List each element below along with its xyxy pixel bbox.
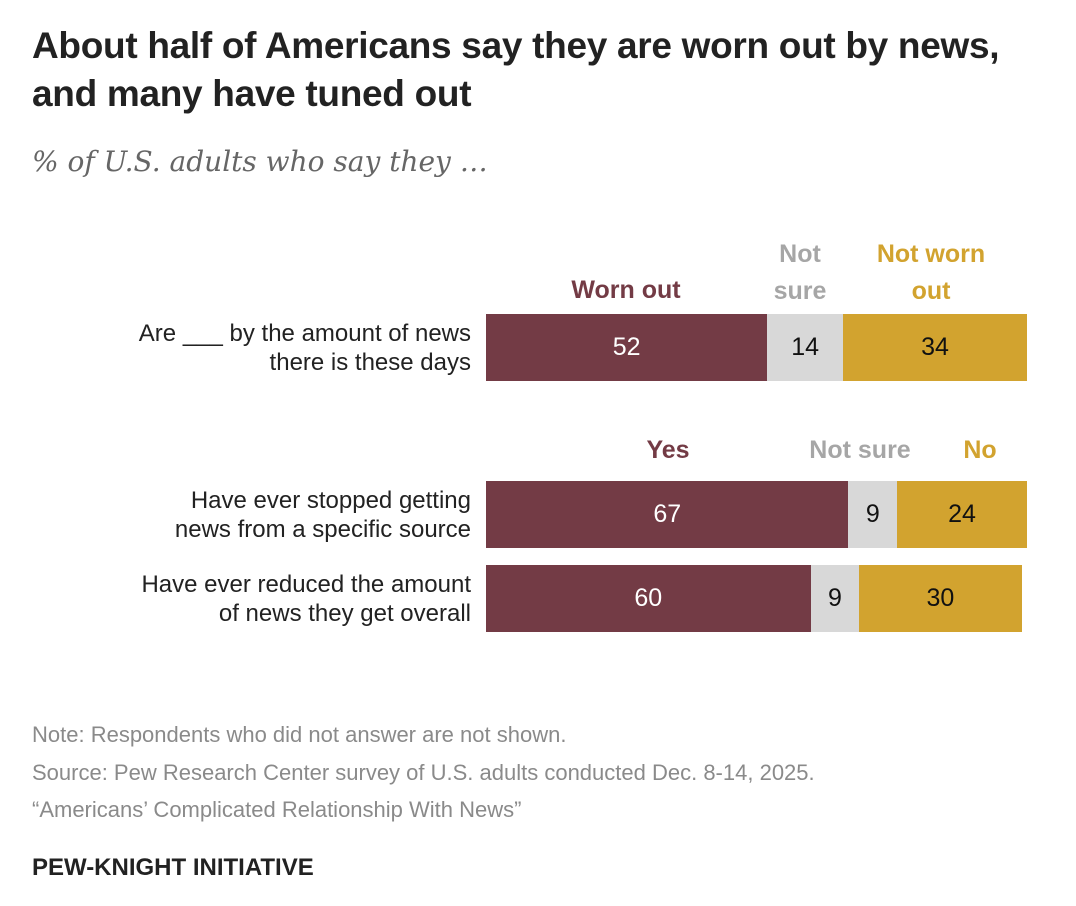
data-label: 34 [921, 333, 949, 361]
bar-segment-not-sure: 9 [848, 481, 898, 548]
legend-worn-out: Worn out [571, 276, 681, 304]
bar-segment-no: 30 [859, 565, 1022, 632]
row-label: Are ___ by the amount of news there is th… [31, 319, 471, 377]
legend-yes: Yes [646, 436, 690, 464]
legend-line: sure [773, 277, 827, 305]
data-label: 67 [653, 500, 682, 528]
legend-not-sure-2: Not sure [809, 436, 911, 464]
row-label-line: of news they get overall [218, 600, 471, 627]
legend-line: out [911, 277, 951, 305]
bar-segment-yes: 67 [486, 481, 849, 548]
row-label: Have ever stopped getting news from a spe… [31, 486, 471, 544]
row-label-line: there is these days [269, 349, 471, 376]
legend-line: Not [779, 240, 821, 268]
bar-segment-yes: 60 [486, 565, 811, 632]
bar-segment-not-worn-out: 34 [843, 314, 1027, 381]
chart-subtitle: % of U.S. adults who say they … [32, 145, 488, 178]
row-label-line: Have ever stopped getting [190, 487, 471, 514]
row-label-line: Are ___ by the amount of news [138, 320, 471, 347]
bar-segment-not-sure: 9 [810, 565, 860, 632]
data-label: 60 [634, 584, 663, 612]
footer-initiative: PEW-KNIGHT INITIATIVE [32, 854, 314, 881]
note: Note: Respondents who did not answer are… [32, 722, 567, 747]
data-label: 14 [791, 333, 820, 361]
chart-title: About half of Americans say they are wor… [32, 25, 1000, 114]
legend-line: Not worn [876, 240, 986, 268]
row-label-line: Have ever reduced the amount [141, 571, 471, 598]
source: Source: Pew Research Center survey of U.… [32, 760, 815, 785]
data-label: 9 [865, 500, 880, 528]
bar-segment-no: 24 [897, 481, 1027, 548]
legend-not-worn-out: Not worn out [831, 236, 1031, 310]
bar-segment-worn-out: 52 [486, 314, 768, 381]
row-label-line: news from a specific source [174, 516, 471, 543]
data-label: 30 [926, 584, 955, 612]
row-label: Have ever reduced the amount of news they… [31, 570, 471, 628]
legend-no: No [963, 436, 997, 464]
data-label: 24 [948, 500, 976, 528]
report-title: “Americans’ Complicated Relationship Wit… [32, 797, 522, 822]
data-label: 9 [827, 584, 842, 612]
bar-segment-not-sure: 14 [767, 314, 844, 381]
data-label: 52 [612, 333, 641, 361]
legend-not-sure-1: Not sure [700, 236, 900, 310]
